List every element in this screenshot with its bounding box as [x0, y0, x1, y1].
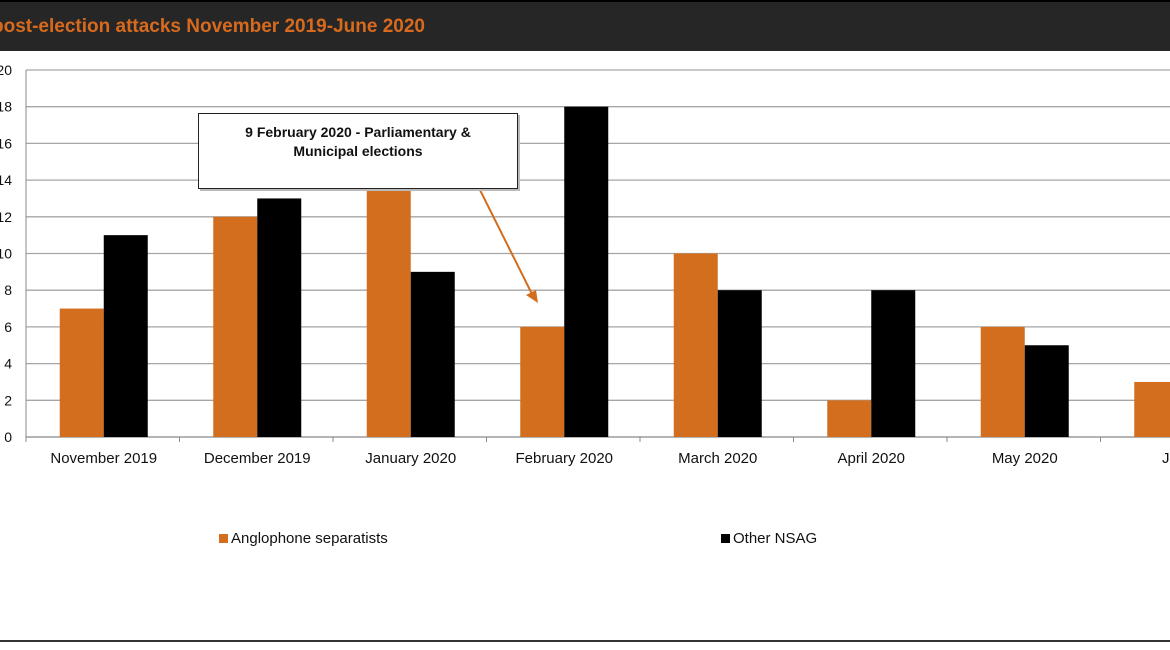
- y-tick-label: 2: [4, 392, 12, 408]
- bar-other-nsag: [1024, 345, 1069, 437]
- bar-anglophone-separatists: [520, 326, 565, 437]
- y-tick-label: 16: [0, 135, 12, 151]
- election-annotation-box: 9 February 2020 - Parliamentary & Munici…: [198, 113, 518, 189]
- y-tick-label: 10: [0, 246, 12, 262]
- y-tick-label: 6: [4, 319, 12, 335]
- x-tick-label: January 2020: [365, 450, 456, 467]
- bar-other-nsag: [257, 198, 302, 437]
- x-tick-label: December 2019: [204, 450, 311, 467]
- legend-swatch-other: [721, 534, 730, 543]
- bar-anglophone-separatists: [366, 161, 411, 437]
- chart-plot-area: 0 2 4 6 8 10 12 14 16 18 20 November 2019 December 2…: [0, 51, 1170, 650]
- bottom-divider: [0, 640, 1170, 642]
- x-tick-label: March 2020: [678, 450, 757, 467]
- bar-other-nsag: [564, 106, 609, 437]
- bar-other-nsag: [410, 271, 455, 437]
- bar-anglophone-separatists: [827, 400, 872, 437]
- legend-label-anglophone: Anglophone separatists: [231, 530, 388, 547]
- x-tick-label: June: [1162, 450, 1170, 467]
- x-tick-label: April 2020: [837, 450, 905, 467]
- bar-anglophone-separatists: [980, 326, 1025, 437]
- bar-anglophone-separatists: [1134, 381, 1170, 437]
- x-tick-label: November 2019: [50, 450, 157, 467]
- y-tick-label: 12: [0, 209, 12, 225]
- bar-anglophone-separatists: [213, 216, 258, 437]
- x-tick-label: February 2020: [515, 450, 613, 467]
- y-tick-label: 8: [4, 282, 12, 298]
- bar-other-nsag: [717, 290, 762, 437]
- annotation-arrow-head: [526, 290, 538, 303]
- legend-label-other: Other NSAG: [733, 530, 817, 547]
- election-annotation-text: 9 February 2020 - Parliamentary & Munici…: [245, 124, 471, 159]
- y-tick-label: 14: [0, 172, 12, 188]
- chart-title-bar: post-election attacks November 2019-June…: [0, 0, 1170, 51]
- y-tick-label: 0: [4, 429, 12, 445]
- bar-other-nsag: [103, 235, 148, 437]
- bar-chart: 0 2 4 6 8 10 12 14 16 18 20 November 2019 December 2…: [0, 62, 1170, 547]
- y-tick-label: 4: [4, 356, 12, 372]
- bar-anglophone-separatists: [673, 253, 718, 437]
- chart-title: post-election attacks November 2019-June…: [0, 16, 425, 37]
- y-tick-label: 20: [0, 62, 12, 78]
- legend-swatch-anglophone: [219, 534, 228, 543]
- bar-anglophone-separatists: [59, 308, 104, 437]
- bar-other-nsag: [871, 290, 916, 437]
- y-tick-label: 18: [0, 99, 12, 115]
- x-tick-label: May 2020: [992, 450, 1058, 467]
